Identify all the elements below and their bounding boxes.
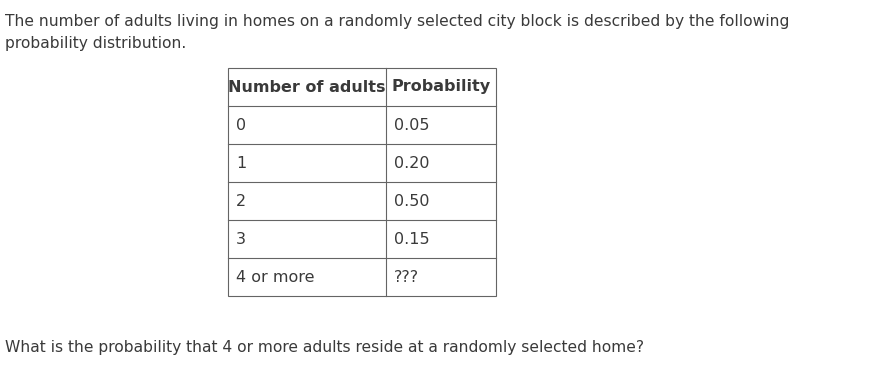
Text: 0.20: 0.20: [394, 156, 430, 170]
Text: probability distribution.: probability distribution.: [5, 36, 186, 51]
Text: The number of adults living in homes on a randomly selected city block is descri: The number of adults living in homes on …: [5, 14, 789, 29]
Text: Number of adults: Number of adults: [228, 79, 385, 94]
Text: 4 or more: 4 or more: [236, 270, 314, 285]
Text: 1: 1: [236, 156, 246, 170]
Text: 0.05: 0.05: [394, 117, 430, 132]
Text: Probability: Probability: [392, 79, 490, 94]
Text: ???: ???: [394, 270, 419, 285]
Text: What is the probability that 4 or more adults reside at a randomly selected home: What is the probability that 4 or more a…: [5, 340, 644, 355]
Text: 2: 2: [236, 194, 246, 209]
Text: 3: 3: [236, 232, 246, 247]
Bar: [228, 68, 496, 296]
Text: 0.50: 0.50: [394, 194, 430, 209]
Text: 0: 0: [236, 117, 246, 132]
Text: 0.15: 0.15: [394, 232, 430, 247]
